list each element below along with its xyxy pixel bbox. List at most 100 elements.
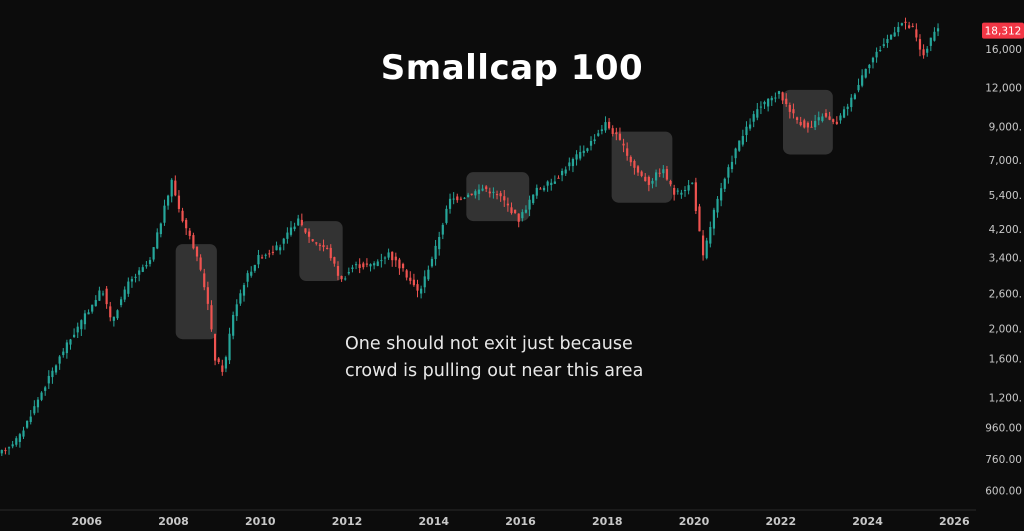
candle (445, 205, 448, 225)
candle (33, 400, 36, 416)
candle (680, 189, 683, 199)
candle (329, 244, 332, 261)
candle (481, 184, 484, 192)
candle (542, 185, 546, 192)
candle (864, 68, 867, 79)
x-tick-label: 2016 (505, 515, 536, 528)
candle (145, 260, 148, 269)
candle (188, 227, 191, 240)
candle (521, 209, 524, 222)
candle (817, 111, 820, 126)
candle (759, 101, 763, 115)
candle (268, 249, 271, 258)
candle (683, 186, 687, 197)
highlight-region-3 (466, 172, 530, 222)
candle (62, 348, 65, 358)
candle (239, 289, 242, 306)
candle (926, 46, 929, 57)
candle (875, 47, 878, 63)
y-axis-ticks: 16,000 12,000 9,000. 7,000. 5,400. 4,200. 3,40… (985, 44, 1022, 498)
candle (101, 290, 105, 297)
candle (416, 279, 419, 298)
candle (452, 192, 455, 205)
candle (26, 420, 29, 429)
candle (615, 127, 618, 141)
candle (654, 169, 658, 187)
candle (373, 261, 376, 270)
x-tick-label: 2008 (158, 515, 189, 528)
candle (586, 147, 589, 153)
y-tick-label: 1,600. (989, 354, 1022, 366)
candle (73, 328, 76, 338)
candle (524, 205, 528, 214)
candle (87, 309, 90, 315)
candle (206, 281, 209, 311)
candle (300, 213, 303, 227)
candle (748, 118, 752, 131)
chart-title: Smallcap 100 (380, 48, 644, 88)
candle (795, 116, 799, 124)
candle (644, 173, 647, 182)
candle (448, 193, 452, 214)
candle (709, 221, 712, 248)
candle (427, 265, 430, 281)
candle (18, 432, 21, 448)
candle (904, 17, 907, 30)
candle (571, 157, 575, 173)
candle (929, 37, 932, 52)
candle (228, 327, 231, 365)
candle (745, 121, 748, 142)
candle (857, 78, 860, 93)
y-tick-label: 960.00 (985, 422, 1022, 434)
candle (441, 222, 444, 240)
candle (510, 202, 513, 215)
candle (517, 213, 520, 228)
candle (119, 296, 123, 308)
candle (336, 261, 340, 281)
candle (282, 237, 285, 251)
candle (727, 164, 730, 184)
candle (4, 447, 7, 455)
candle (246, 270, 249, 288)
candle (651, 178, 654, 189)
candle (152, 247, 155, 262)
candle (138, 267, 141, 282)
candle (98, 286, 101, 301)
candle (853, 92, 857, 100)
candle (485, 185, 488, 193)
candle (54, 364, 58, 375)
candle (69, 338, 72, 350)
y-tick-label: 12,000 (985, 83, 1022, 95)
x-axis-ticks: 2006 2008 2010 2012 2014 2016 2018 2020 2022 2024… (71, 515, 970, 528)
candle (553, 175, 556, 185)
candle (593, 134, 596, 145)
candle (156, 228, 159, 250)
candle (467, 192, 470, 198)
candle (304, 228, 307, 234)
candle (177, 190, 181, 213)
candle (22, 426, 25, 439)
x-tick-label: 2020 (679, 515, 710, 528)
candle (698, 203, 701, 232)
candle (434, 239, 437, 266)
candle (311, 238, 314, 242)
candle (412, 273, 415, 287)
candle (430, 256, 434, 268)
candle (662, 165, 665, 178)
candle (723, 177, 726, 193)
candle (474, 189, 477, 199)
candle (622, 138, 625, 153)
candle (868, 63, 871, 74)
candle (257, 249, 260, 269)
candle (383, 256, 387, 265)
candle (785, 93, 788, 107)
candle (716, 196, 719, 218)
price-tag-box (982, 22, 1024, 39)
candle (271, 245, 275, 256)
candle (192, 232, 195, 250)
candle (665, 165, 669, 181)
candle (307, 228, 311, 243)
candle (691, 182, 694, 185)
candle (579, 145, 582, 161)
candle (871, 56, 875, 69)
